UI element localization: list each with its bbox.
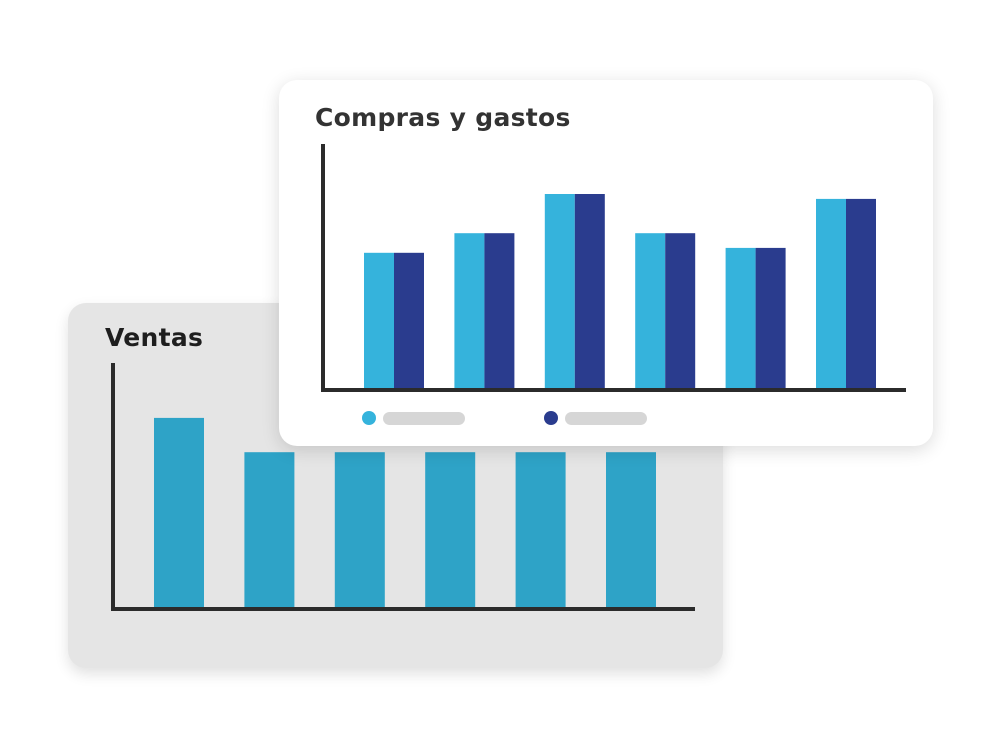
compras-gastos-card: Compras y gastos: [279, 80, 933, 446]
compras-bar-series2-2: [484, 233, 515, 390]
ventas-bar-4: [425, 452, 476, 609]
ventas-bar-6: [606, 452, 656, 609]
compras-gastos-chart: [321, 144, 906, 425]
ventas-chart: [111, 363, 695, 611]
ventas-chart-title: Ventas: [105, 323, 204, 352]
legend: [362, 411, 647, 425]
compras-bar-series1-2: [454, 233, 485, 390]
ventas-bar-2: [244, 452, 295, 609]
compras-bar-series1-3: [544, 194, 575, 390]
compras-bar-series1-4: [635, 233, 666, 390]
ventas-bar-3: [334, 452, 385, 609]
compras-bar-series1-1: [364, 252, 394, 390]
legend-label-placeholder-2: [565, 412, 647, 425]
compras-bar-series2-4: [665, 233, 696, 390]
ventas-bar-1: [154, 417, 204, 609]
compras-gastos-chart-title: Compras y gastos: [315, 103, 571, 132]
compras-bar-series2-3: [574, 194, 605, 390]
compras-bar-series2-1: [394, 252, 424, 390]
compras-bar-series1-5: [725, 247, 756, 390]
ventas-bar-5: [515, 452, 566, 609]
compras-bar-series1-6: [816, 198, 846, 390]
compras-bar-series2-5: [755, 247, 786, 390]
legend-swatch-series-2: [544, 411, 558, 425]
legend-swatch-series-1: [362, 411, 376, 425]
legend-label-placeholder-1: [383, 412, 465, 425]
compras-bar-series2-6: [846, 198, 876, 390]
